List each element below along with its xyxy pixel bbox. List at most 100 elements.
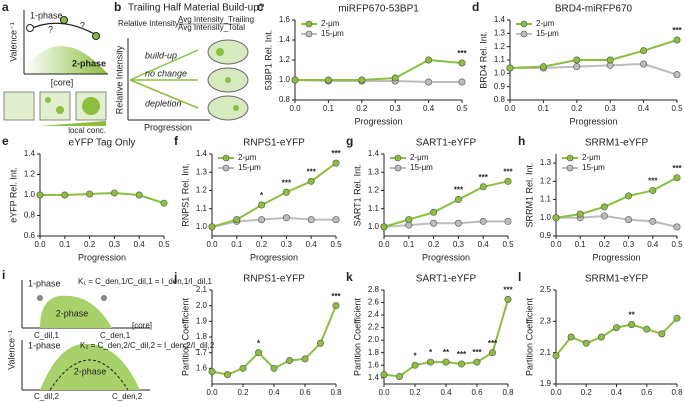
x-tick-label: 0.2 [581,388,593,397]
point [552,214,560,222]
x-tick-label: 0.6 [299,388,311,397]
annotation: * [260,191,264,200]
chart-title: eYFP Tag Only [69,138,136,149]
x-tick-label: 0.2 [84,240,96,249]
chart-title: miRFP670-53BP1 [338,4,419,15]
point [135,191,143,199]
label: 2-phase [74,366,107,376]
x-tick-label: 0.0 [206,388,218,397]
x-tick-label: 0.1 [59,240,71,249]
point [380,223,388,231]
title: Trailing Half Material Build-up? [128,3,265,14]
y-tick-label: 0.9 [540,231,552,240]
label: build-up [145,50,177,60]
point [673,174,681,182]
point [576,210,584,218]
legend-label: 15-μm [410,163,433,172]
y-tick-label: 1.3 [368,167,380,176]
x-tick-label: 0.4 [647,240,659,249]
label: ? [80,20,85,30]
point [625,192,633,200]
x-tick-label: 0.3 [605,104,617,113]
chart-title: SRRM1-eYFP [585,274,649,285]
x-tick-label: 0.1 [231,240,243,249]
point [395,372,403,380]
panel-label: d [472,0,479,14]
point [454,219,462,227]
x-tick-label: 0.4 [423,104,435,113]
state [60,16,68,24]
axes [23,10,108,75]
point [411,361,419,369]
y-tick-label: 2.3 [540,316,552,325]
x-tick-label: 0.3 [281,240,293,249]
point [233,216,241,224]
panel-label: j [173,270,177,284]
y-label: Valence⁻¹ [8,22,18,62]
point [673,71,681,79]
x-tick-label: 0.4 [440,388,452,397]
panel-label: g [346,134,353,148]
x-label: [core] [132,321,152,330]
point [504,295,512,303]
legend-swatch [520,20,528,28]
point [479,183,487,191]
chart-title: SART1-eYFP [416,138,477,149]
legend-label: 15-μm [536,29,559,38]
label: C_dil,2 [34,392,59,401]
legend-swatch [305,30,313,38]
point [504,177,512,185]
annotation: *** [282,178,292,187]
x-tick-label: 0.0 [289,104,301,113]
y-tick-label: 1.4 [24,149,36,158]
annotation: *** [331,149,341,158]
y-label: Partition Coefficient [524,298,534,376]
annotation: * [257,339,261,348]
y-tick-label: 2.6 [368,298,380,307]
x-tick-label: 0.8 [671,388,683,397]
y-tick-label: 2.5 [540,285,552,294]
y-tick-label: 1.3 [494,28,506,37]
x-tick-label: 0.5 [671,240,683,249]
y-tick-label: 1.1 [196,204,208,213]
label: 2-phase [72,58,106,68]
label: 2-phase [56,308,89,318]
series-line [555,176,678,219]
annotation: *** [488,339,498,348]
x-tick-label: 0.8 [330,388,342,397]
point [649,217,657,225]
legend-label: 2-μm [536,19,555,28]
panel-label: k [346,270,353,284]
x-tick-label: 0.4 [268,388,280,397]
label: 1-phase [28,278,61,288]
point [86,190,94,198]
droplet [207,95,249,121]
droplet [56,106,64,114]
y-tick-label: 1.2 [279,55,291,64]
dot [216,48,224,56]
legend-label: 2-μm [582,153,601,162]
label: 1-phase [28,340,61,350]
x-tick-label: 0.4 [134,240,146,249]
point [285,356,293,364]
legend-label: 15-μm [238,163,261,172]
x-tick-label: 0.8 [502,388,514,397]
x-tick-label: 0.2 [599,240,611,249]
diagram-i: i 1-phase 2-phase K₁ = C_den,1/C_dil,1 =… [2,268,215,401]
x-tick-label: 0.1 [538,104,550,113]
x-tick-label: 0.4 [306,240,318,249]
x-tick-label: 0.3 [390,104,402,113]
series-line [556,214,678,228]
x-label: Progression [592,252,640,262]
y-tick-label: 1.4 [196,149,208,158]
y-label: Relative Intensity [114,45,124,114]
y-tick-label: 2.8 [368,285,380,294]
point [224,371,232,379]
y-tick-label: 1.7 [196,348,208,357]
panel-label: f [174,134,179,148]
legend-swatch [222,154,230,162]
x-tick-label: 0.0 [34,240,46,249]
point [332,216,340,224]
y-label: 53BP1 Rel. Int. [263,30,273,91]
point [282,188,290,196]
